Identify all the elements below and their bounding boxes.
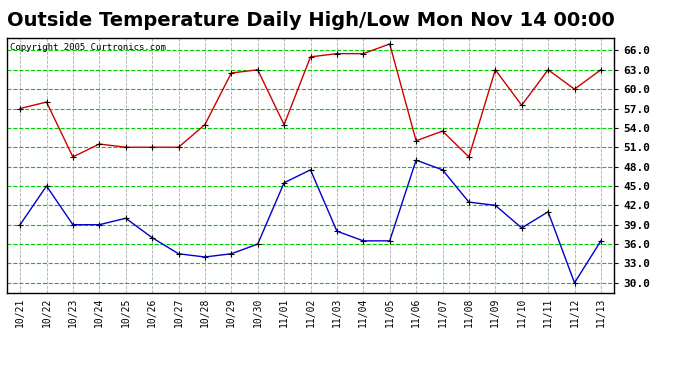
Text: Outside Temperature Daily High/Low Mon Nov 14 00:00: Outside Temperature Daily High/Low Mon N… <box>7 11 614 30</box>
Text: Copyright 2005 Curtronics.com: Copyright 2005 Curtronics.com <box>10 43 166 52</box>
